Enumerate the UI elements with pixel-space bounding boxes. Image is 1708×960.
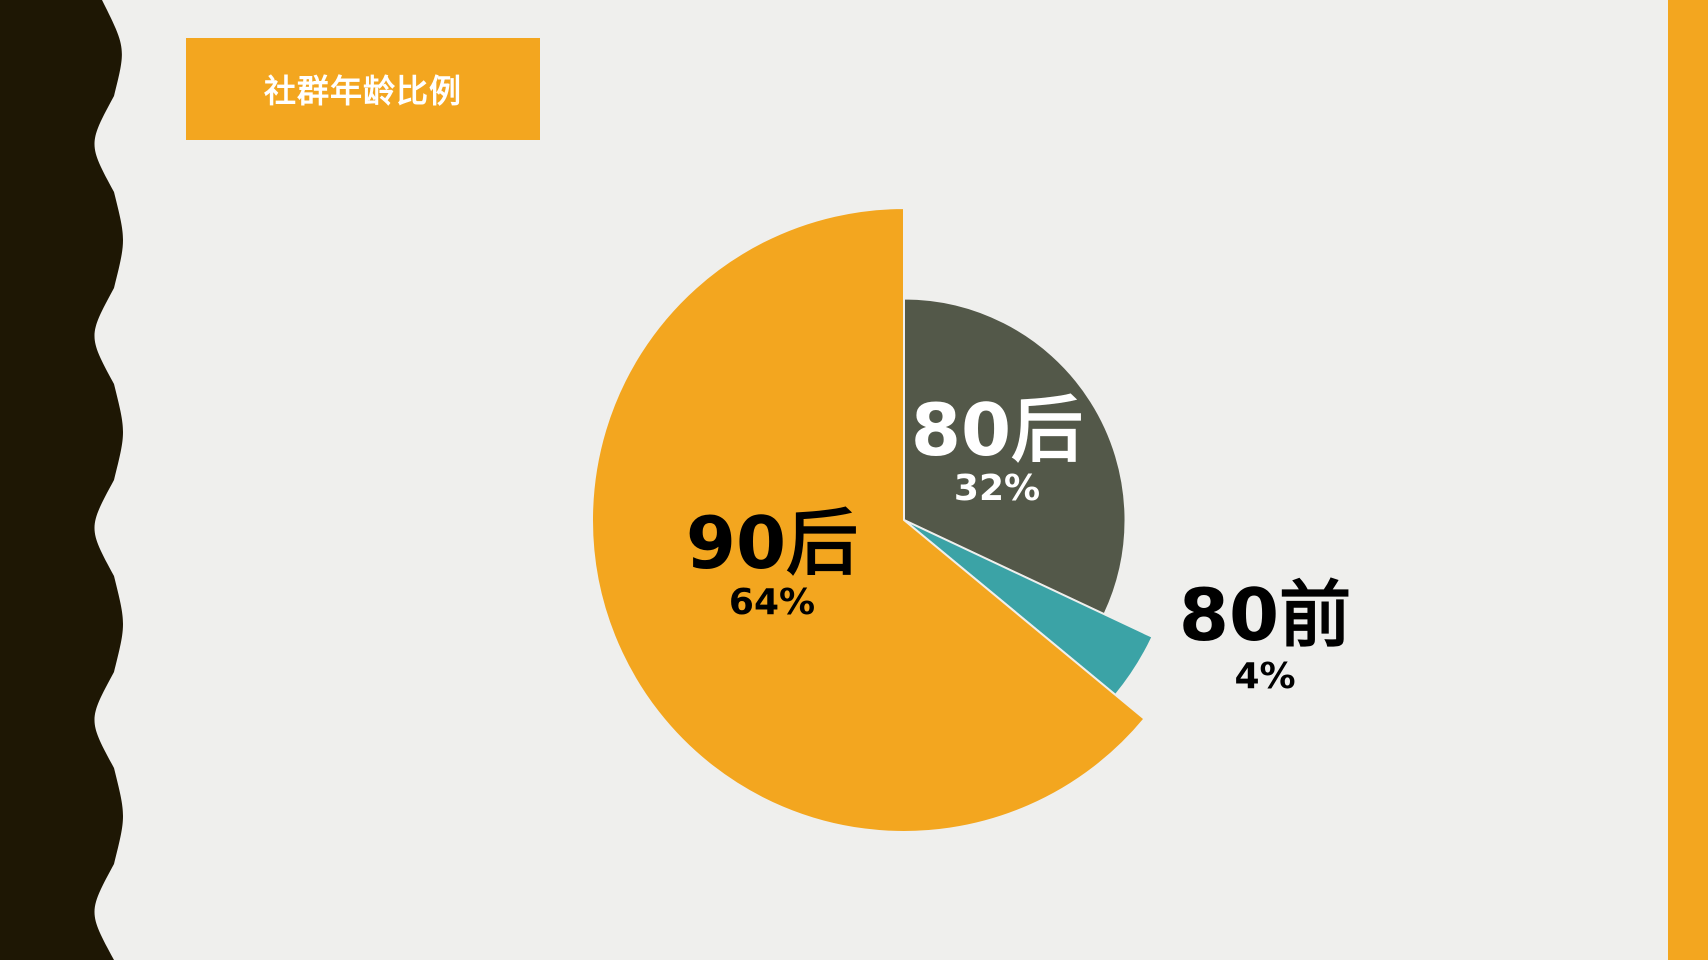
right-accent-bar (1668, 0, 1708, 960)
page-title: 社群年龄比例 (263, 72, 462, 110)
wavy-left-band (0, 0, 123, 960)
slice-label-sPre80: 80前 (1179, 573, 1351, 657)
slice-percent-sPre80: 4% (1234, 656, 1295, 697)
left-band-shape (0, 0, 123, 960)
pie-slice-s90 (591, 206, 1146, 833)
title-banner: 社群年龄比例 (186, 38, 540, 140)
pie-slice-s80 (903, 297, 1127, 616)
slice-label-s90: 90后 (686, 501, 858, 585)
slice-percent-s80: 32% (954, 468, 1040, 509)
slice-percent-s90: 64% (729, 582, 815, 623)
slice-label-s80: 80后 (911, 388, 1083, 472)
